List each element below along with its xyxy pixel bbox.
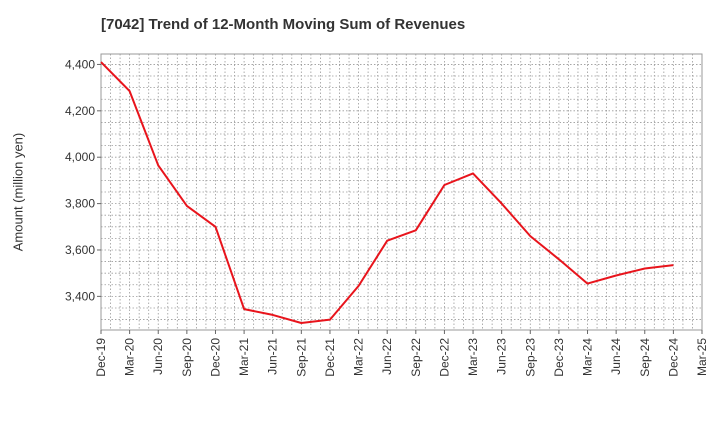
x-tick-label: Sep-21	[294, 338, 308, 377]
x-tick-label: Dec-22	[437, 338, 451, 377]
y-tick-label: 3,600	[65, 243, 95, 257]
plot-frame	[100, 53, 703, 331]
x-tick-label: Sep-20	[180, 338, 194, 377]
y-tick-label: 3,400	[65, 289, 95, 303]
x-tick-label: Jun-23	[495, 338, 509, 375]
y-tick-label: 4,000	[65, 150, 95, 164]
y-tick-label: 3,800	[65, 197, 95, 211]
grid-lines	[101, 54, 702, 330]
x-tick-label: Mar-23	[466, 338, 480, 376]
x-tick-label: Mar-21	[237, 338, 251, 376]
x-tick-label: Dec-20	[208, 338, 222, 377]
y-axis-ticks: 3,400 3,600 3,800 4,000 4,200 4,400	[65, 57, 101, 303]
x-tick-label: Dec-21	[323, 338, 337, 377]
x-tick-label: Mar-20	[123, 338, 137, 376]
x-tick-label: Sep-23	[523, 338, 537, 377]
x-tick-label: Mar-24	[581, 338, 595, 376]
x-tick-label: Mar-22	[352, 338, 366, 376]
y-tick-label: 4,200	[65, 104, 95, 118]
x-tick-label: Sep-22	[409, 338, 423, 377]
x-tick-label: Mar-25	[695, 338, 709, 376]
x-tick-label: Dec-23	[552, 338, 566, 377]
x-axis-ticks: Dec-19 Mar-20 Jun-20 Sep-20 Dec-20 Mar-21 Jun-…	[94, 330, 709, 377]
x-tick-label: Dec-24	[666, 338, 680, 377]
chart-title: [7042] Trend of 12-Month Moving Sum of R…	[101, 16, 466, 33]
series-line	[100, 61, 674, 324]
x-tick-label: Sep-24	[638, 338, 652, 377]
y-axis-title: Amount (million yen)	[10, 133, 25, 252]
x-tick-label: Jun-20	[151, 338, 165, 375]
x-tick-label: Jun-21	[266, 338, 280, 375]
y-tick-label: 4,400	[65, 57, 95, 71]
series-group	[100, 61, 674, 324]
x-tick-label: Jun-22	[380, 338, 394, 375]
x-tick-label: Jun-24	[609, 338, 623, 375]
x-tick-label: Dec-19	[94, 338, 108, 377]
